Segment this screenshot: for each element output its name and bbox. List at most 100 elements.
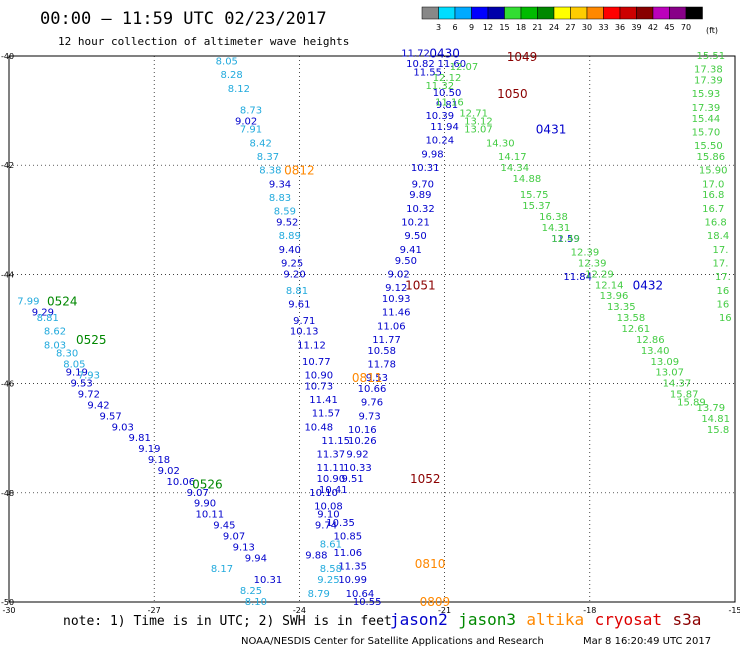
colorbar-swatch [570,6,588,20]
y-tick-label: -50 [1,598,14,607]
wave-height-value: 10.85 [333,531,362,542]
pass-time-label: 0432 [633,278,664,292]
wave-height-value: 14.17 [498,152,527,163]
wave-height-value: 9.71 [293,316,315,327]
wave-height-value: 16.38 [539,212,568,223]
y-tick-label: -42 [1,161,14,170]
wave-height-value: 9.81 [436,100,458,111]
wave-height-value: 8.42 [250,138,272,149]
wave-height-value: 10.33 [343,463,372,474]
wave-height-value: 17. [713,245,729,256]
wave-height-value: 9.89 [409,190,431,201]
wave-height-value: 16 [719,313,732,324]
wave-height-value: 10.39 [425,111,454,122]
wave-height-value: 9.34 [269,179,291,190]
wave-height-value: 8.28 [221,70,243,81]
wave-height-value: 13.12 [464,117,493,128]
wave-height-value: 8.30 [56,349,78,360]
pass-time-label: 0811 [352,371,383,385]
wave-height-value: 8.81 [37,313,59,324]
wave-height-value: 11.06 [333,548,362,559]
x-tick-label: -24 [293,606,306,615]
wave-height-value: 17.38 [694,65,723,76]
wave-height-value: 10.90 [304,370,333,381]
colorbar-swatch [487,6,505,20]
wave-height-value: 9.53 [70,379,92,390]
colorbar-swatch [504,6,522,20]
wave-height-value: 15.75 [520,190,549,201]
pass-time-label: 0525 [76,333,107,347]
x-tick-label: -30 [2,606,15,615]
x-tick-label: -21 [438,606,451,615]
wave-height-value: 9.52 [276,218,298,229]
colorbar-tick: 6 [452,23,457,32]
wave-height-value: 8.17 [211,564,233,575]
wave-height-value: 11.60 [438,59,467,70]
wave-height-value: 9.92 [346,450,368,461]
colorbar-tick: 3 [436,23,441,32]
colorbar-swatch [454,6,472,20]
wave-height-value: 11.11 [317,463,346,474]
wave-height-value: 9.98 [421,149,443,160]
wave-height-value: 9.25 [281,258,303,269]
mission-label: altika [526,610,584,629]
wave-height-value: 14.31 [542,223,571,234]
wave-height-value: 8.73 [240,106,262,117]
wave-height-value: 16 [717,299,730,310]
mission-label: jason3 [458,610,516,629]
colorbar-tick: 24 [549,23,559,32]
colorbar-swatch [586,6,604,20]
colorbar-unit: (ft) [706,26,718,35]
colorbar-tick: 21 [532,23,542,32]
wave-height-value: 18.4 [707,231,729,242]
colorbar-tick: 9 [469,23,474,32]
pass-time-label: 0431 [536,123,567,137]
wave-height-value: 9.02 [387,269,409,280]
pass-time-label: 1050 [497,87,528,101]
wave-height-value: 9.29 [32,308,54,319]
wave-height-value: 9.07 [187,488,209,499]
wave-height-value: 10.41 [319,485,348,496]
colorbar-tick: 36 [615,23,625,32]
wave-height-value: 9.02 [235,117,257,128]
colorbar-tick: 33 [598,23,608,32]
wave-height-value: 12.14 [595,280,624,291]
colorbar-tick: 42 [648,23,658,32]
colorbar-swatch [603,6,621,20]
mission-label: jason2 [390,610,448,629]
wave-height-value: 12.12 [433,73,462,84]
wave-height-value: 10.50 [433,88,462,99]
colorbar-swatch [421,6,439,20]
wave-height-value: 9.45 [213,521,235,532]
wave-height-value: 8.12 [228,84,250,95]
chart-title: 00:00 – 11:59 UTC 02/23/2017 [40,9,327,29]
wave-height-value: 9.74 [315,521,337,532]
wave-height-value: 9.40 [279,245,301,256]
wave-height-value: 7.99 [17,297,39,308]
wave-height-value: 9.25 [317,575,339,586]
wave-height-value: 11.57 [312,409,341,420]
wave-height-value: 10.32 [406,204,435,215]
wave-height-value: 13.40 [641,346,670,357]
wave-height-value: 14.88 [513,174,542,185]
wave-height-value: 11.78 [367,359,396,370]
wave-height-value: 10.24 [425,136,454,147]
wave-height-value: 9.02 [158,466,180,477]
wave-height-value: 8.62 [44,327,66,338]
wave-height-value: 11.35 [338,562,367,573]
colorbar-swatch [636,6,654,20]
wave-height-value: 9.19 [66,368,88,379]
wave-height-value: 12.29 [585,269,614,280]
wave-height-value: 14.30 [486,138,515,149]
wave-height-value: 17.39 [694,76,723,87]
wave-height-value: 8.05 [63,359,85,370]
wave-height-value: 10.64 [346,589,375,600]
wave-height-value: 8.05 [216,56,238,67]
wave-height-value: 12.07 [450,62,479,73]
wave-height-value: 15.87 [670,390,699,401]
wave-height-value: 10.11 [196,510,225,521]
wave-height-value: 11.46 [382,308,411,319]
wave-height-value: 15.90 [699,166,728,177]
wave-height-value: 10.90 [317,474,346,485]
wave-height-value: 11.41 [309,395,338,406]
